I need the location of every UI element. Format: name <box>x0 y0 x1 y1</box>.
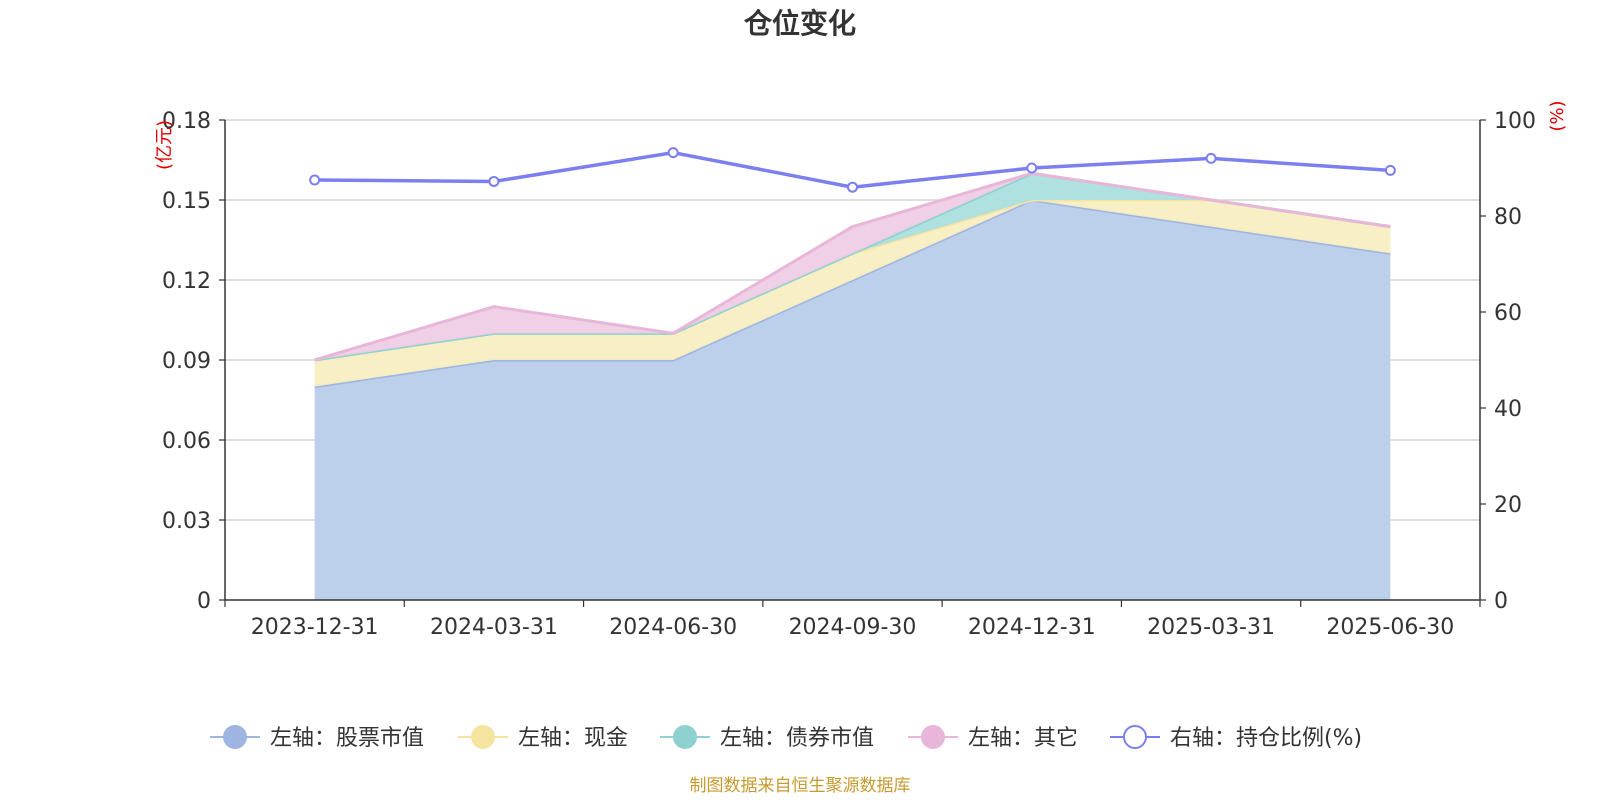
x-tick-label: 2024-03-31 <box>430 615 558 640</box>
right-tick-label: 20 <box>1494 493 1522 518</box>
ratio-point <box>847 181 858 193</box>
x-tick-label: 2025-03-31 <box>1147 615 1275 640</box>
legend: 左轴：股票市值 左轴：现金 左轴：债券市值 左轴：其它 右轴：持仓比例(%) <box>210 725 1362 751</box>
left-axis-unit: (亿元) <box>154 120 175 170</box>
x-tick-label: 2024-09-30 <box>789 615 917 640</box>
legend-item: 左轴：债券市值 <box>660 725 874 751</box>
x-tick-label: 2024-12-31 <box>968 615 1096 640</box>
legend-item: 左轴：其它 <box>908 725 1078 751</box>
legend-label: 左轴：其它 <box>968 726 1078 751</box>
left-tick-label: 0.18 <box>162 109 211 134</box>
ratio-point <box>1384 164 1396 176</box>
ratio-point <box>667 147 679 159</box>
area-3 <box>314 173 1391 360</box>
area-edge-3 <box>314 171 1391 362</box>
left-tick-label: 0.06 <box>162 429 211 454</box>
area-1 <box>314 200 1391 387</box>
ratio-point <box>309 174 321 186</box>
stacked-areas <box>314 171 1391 600</box>
legend-label: 左轴：现金 <box>518 726 628 751</box>
legend-marker <box>471 725 495 749</box>
legend-marker <box>921 725 945 749</box>
left-tick-label: 0.15 <box>162 189 211 214</box>
axes: 0 0.03 0.06 0.09 0.12 0.15 0.18 0 20 40 60 80 100 202… <box>162 109 1536 640</box>
left-tick-label: 0 <box>197 589 211 614</box>
ratio-point <box>1205 152 1217 164</box>
x-tick-label: 2023-12-31 <box>251 615 379 640</box>
legend-marker <box>1123 725 1147 749</box>
area-0 <box>314 200 1391 600</box>
ratio-point <box>488 175 500 187</box>
legend-label: 左轴：股票市值 <box>270 726 424 751</box>
legend-item: 左轴：现金 <box>458 725 628 751</box>
right-tick-label: 40 <box>1494 397 1522 422</box>
legend-marker <box>673 725 697 749</box>
legend-item: 左轴：股票市值 <box>210 725 424 751</box>
chart-title: 仓位变化 <box>744 7 856 40</box>
legend-label: 右轴：持仓比例(%) <box>1170 726 1362 751</box>
legend-label: 左轴：债券市值 <box>720 726 874 751</box>
source-note: 制图数据来自恒生聚源数据库 <box>690 776 911 796</box>
right-tick-label: 0 <box>1494 589 1508 614</box>
holding-ratio-line <box>309 147 1396 193</box>
right-tick-label: 80 <box>1494 205 1522 230</box>
right-tick-label: 60 <box>1494 301 1522 326</box>
right-tick-label: 100 <box>1494 109 1536 134</box>
left-tick-label: 0.09 <box>162 349 211 374</box>
ratio-point <box>1026 162 1038 174</box>
left-tick-label: 0.03 <box>162 509 211 534</box>
legend-item: 右轴：持仓比例(%) <box>1110 725 1362 751</box>
left-tick-label: 0.12 <box>162 269 211 294</box>
legend-marker <box>223 725 247 749</box>
x-tick-label: 2025-06-30 <box>1326 615 1454 640</box>
x-tick-label: 2024-06-30 <box>609 615 737 640</box>
right-axis-unit: (%) <box>1547 100 1568 131</box>
